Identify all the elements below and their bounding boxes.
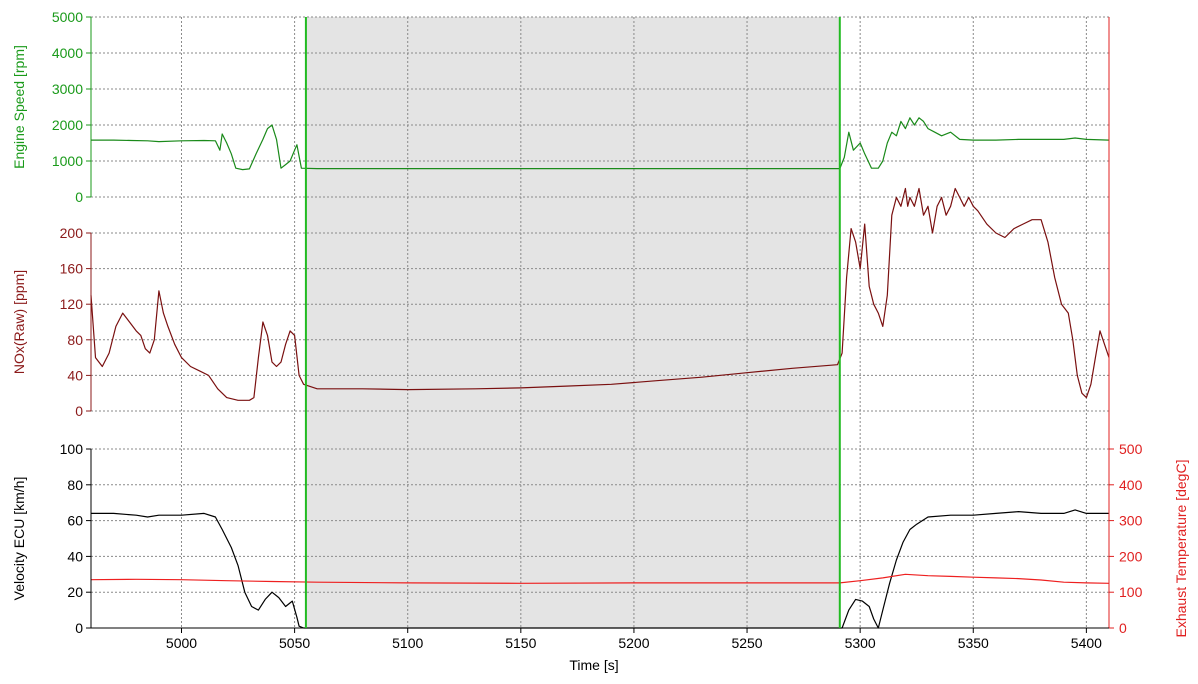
y-tick-label: 100 [60, 441, 84, 457]
y-tick-label: 80 [67, 477, 83, 493]
y-tick-label: 160 [60, 261, 84, 277]
x-tick-label: 5100 [392, 635, 423, 651]
x-axis-title: Time [s] [569, 657, 618, 673]
y2-tick-label: 100 [1119, 584, 1143, 600]
y2-tick-label: 0 [1119, 620, 1127, 636]
y-tick-label: 3000 [52, 81, 83, 97]
x-tick-label: 5250 [731, 635, 762, 651]
y-tick-label: 4000 [52, 45, 83, 61]
y-tick-label: 40 [67, 548, 83, 564]
x-tick-label: 5150 [505, 635, 536, 651]
y-tick-label: 0 [75, 620, 83, 636]
y-tick-label: 200 [60, 225, 84, 241]
highlight-region [305, 17, 840, 628]
x-tick-label: 5200 [618, 635, 649, 651]
label-layer: Time [s] 5000 5050 5100 5150 5200 5250 5300 535… [11, 9, 1189, 673]
y-tick-label: 20 [67, 584, 83, 600]
y2-tick-label: 200 [1119, 548, 1143, 564]
y-axis-title: Engine Speed [rpm] [11, 45, 27, 169]
y-tick-label: 40 [67, 367, 83, 383]
y-axis-title: Velocity ECU [km/h] [11, 477, 27, 601]
x-tick-label: 5400 [1071, 635, 1102, 651]
highlight-layer [305, 17, 840, 628]
x-tick-label: 5050 [279, 635, 310, 651]
y-tick-label: 0 [75, 403, 83, 419]
y-tick-label: 80 [67, 332, 83, 348]
x-tick-label: 5350 [958, 635, 989, 651]
y-axis-title: NOx(Raw) [ppm] [11, 270, 27, 374]
frame-layer [86, 16, 1114, 633]
x-tick-label: 5000 [166, 635, 197, 651]
y-tick-label: 2000 [52, 117, 83, 133]
series-line [90, 573, 1110, 584]
x-tick-label: 5300 [845, 635, 876, 651]
y2-tick-label: 300 [1119, 513, 1143, 529]
y2-tick-label: 400 [1119, 477, 1143, 493]
y2-axis-title: Exhaust Temperature [degC] [1173, 460, 1189, 638]
series-line [90, 187, 1110, 401]
y-tick-label: 5000 [52, 9, 83, 25]
series-line [91, 117, 1110, 171]
y-tick-label: 60 [67, 513, 83, 529]
y-tick-label: 0 [75, 189, 83, 205]
y2-tick-label: 500 [1119, 441, 1143, 457]
y-tick-label: 1000 [52, 153, 83, 169]
y-tick-label: 120 [60, 296, 84, 312]
